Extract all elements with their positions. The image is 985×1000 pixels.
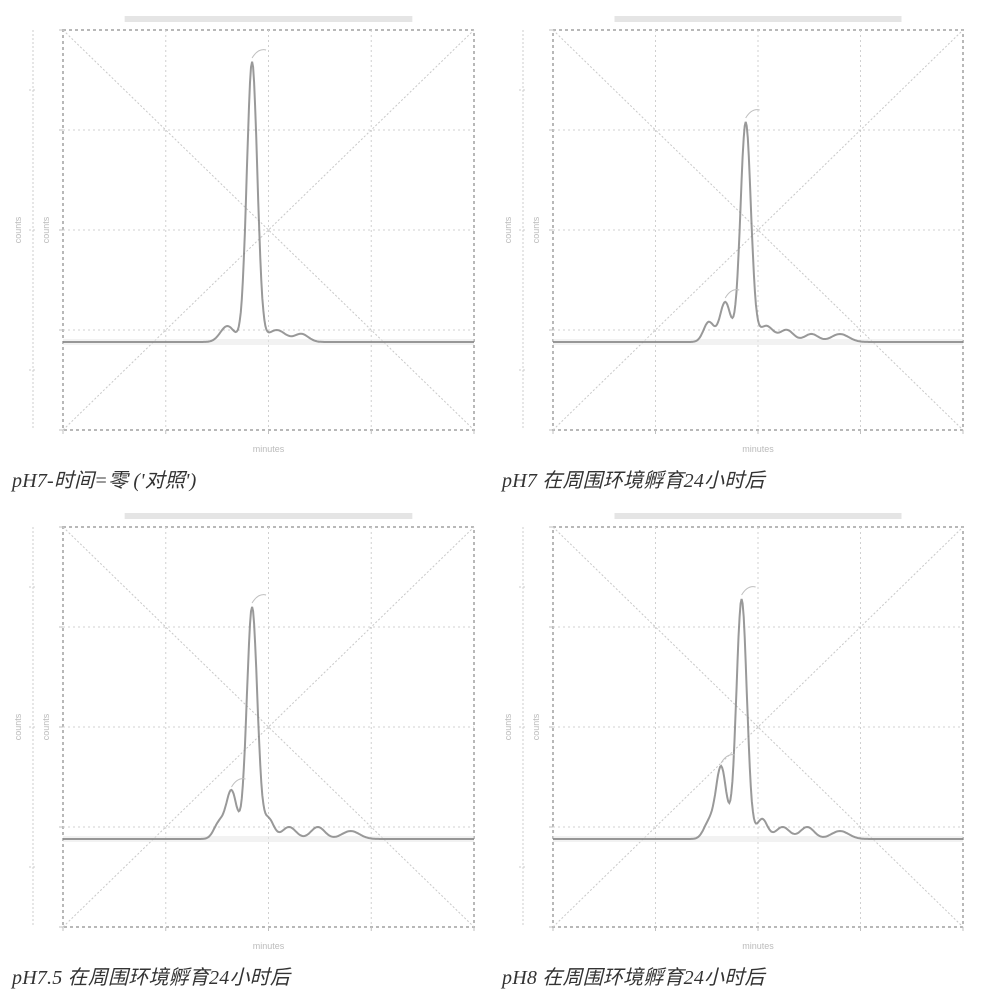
chromatogram-chart: counts minutes counts (8, 8, 488, 458)
caption-tr: pH7 在周围环境孵育24小时后 (498, 458, 977, 495)
chart-br: counts minutes counts (498, 505, 977, 955)
chart-tl: counts minutes counts (8, 8, 488, 458)
panel-grid: counts minutes counts pH7-时间=零 ('对照') coun… (0, 0, 985, 1000)
svg-text:counts: counts (13, 713, 23, 740)
panel-bottom-left: counts minutes counts pH7.5 在周围环境孵育24小时后 (8, 505, 488, 992)
caption-br: pH8 在周围环境孵育24小时后 (498, 955, 977, 992)
svg-text:counts: counts (13, 216, 23, 243)
svg-text:minutes: minutes (742, 941, 774, 951)
chromatogram-chart: counts minutes counts (8, 505, 488, 955)
svg-text:counts: counts (41, 713, 51, 740)
caption-bl: pH7.5 在周围环境孵育24小时后 (8, 955, 488, 992)
panel-top-left: counts minutes counts pH7-时间=零 ('对照') (8, 8, 488, 495)
svg-text:minutes: minutes (742, 444, 774, 454)
panel-bottom-right: counts minutes counts pH8 在周围环境孵育24小时后 (498, 505, 977, 992)
svg-text:counts: counts (503, 216, 513, 243)
chart-bl: counts minutes counts (8, 505, 488, 955)
svg-text:minutes: minutes (253, 941, 285, 951)
caption-tl: pH7-时间=零 ('对照') (8, 458, 488, 495)
chromatogram-chart: counts minutes counts (498, 8, 977, 458)
chart-tr: counts minutes counts (498, 8, 977, 458)
panel-top-right: counts minutes counts pH7 在周围环境孵育24小时后 (498, 8, 977, 495)
svg-text:counts: counts (503, 713, 513, 740)
svg-text:counts: counts (41, 216, 51, 243)
svg-text:minutes: minutes (253, 444, 285, 454)
chromatogram-chart: counts minutes counts (498, 505, 977, 955)
svg-text:counts: counts (531, 216, 541, 243)
svg-text:counts: counts (531, 713, 541, 740)
